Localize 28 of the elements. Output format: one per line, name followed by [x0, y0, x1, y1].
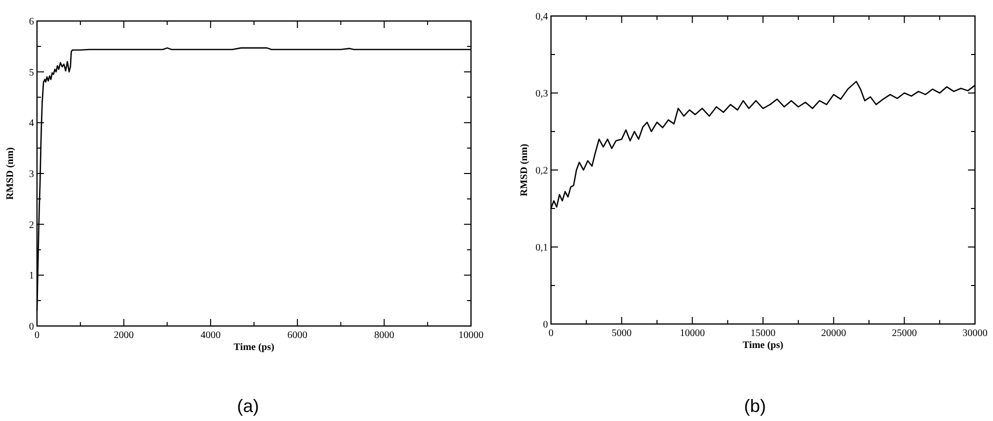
x-tick-label: 20000	[821, 328, 846, 339]
x-tick-label: 30000	[962, 328, 988, 339]
x-tick-label: 6000	[287, 330, 308, 341]
y-axis-title: RMSD (nm)	[5, 147, 16, 200]
y-tick-label: 4	[29, 118, 34, 130]
y-tick-label: 0,1	[536, 242, 548, 254]
y-tick-label: 5	[29, 67, 34, 78]
x-tick-label: 2000	[114, 330, 134, 341]
x-tick-label: 10000	[680, 328, 705, 339]
x-tick-label: 5000	[612, 328, 632, 339]
y-tick-label: 6	[29, 16, 34, 28]
y-tick-label: 0	[543, 320, 548, 330]
x-axis-title: Time (ps)	[742, 340, 784, 351]
x-tick-label: 25000	[892, 328, 917, 339]
x-axis-title: Time (ps)	[234, 342, 274, 353]
x-tick-label: 8000	[374, 330, 394, 341]
y-tick-label: 3	[29, 169, 34, 180]
text: (a)	[237, 396, 259, 416]
y-tick-label: 2	[29, 220, 34, 231]
x-tick-label: 10000	[458, 330, 484, 341]
y-tick-label: 0,2	[536, 166, 548, 176]
x-tick-label: 15000	[750, 328, 776, 339]
text: (b)	[744, 396, 766, 416]
y-tick-label: 0,3	[536, 88, 548, 100]
y-tick-label: 1	[29, 270, 34, 282]
x-tick-label: 4000	[200, 330, 221, 341]
y-axis-title: RMSD (nm)	[519, 144, 530, 196]
y-tick-label: 0,4	[536, 12, 548, 22]
